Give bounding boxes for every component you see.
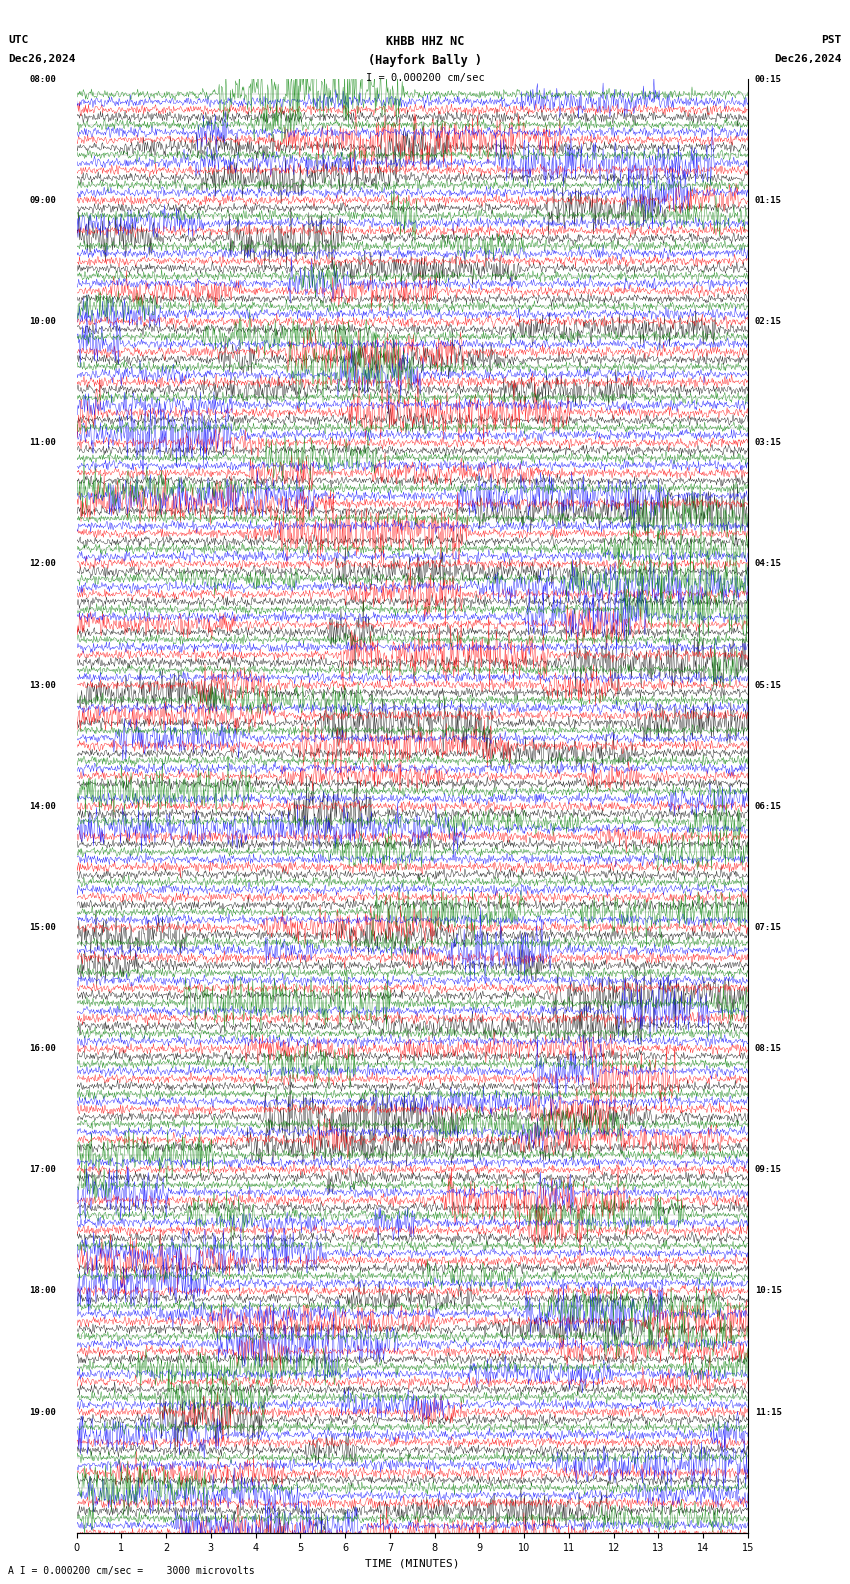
Text: 07:15: 07:15: [755, 923, 782, 931]
Text: 15:00: 15:00: [30, 923, 56, 931]
Text: 14:00: 14:00: [30, 802, 56, 811]
Text: 09:15: 09:15: [755, 1166, 782, 1174]
Text: 05:15: 05:15: [755, 681, 782, 689]
Text: 02:15: 02:15: [755, 317, 782, 326]
Text: PST: PST: [821, 35, 842, 44]
Text: 01:15: 01:15: [755, 196, 782, 204]
Text: 11:00: 11:00: [30, 439, 56, 447]
Text: 09:00: 09:00: [30, 196, 56, 204]
Text: 10:15: 10:15: [755, 1286, 782, 1296]
Text: 16:00: 16:00: [30, 1044, 56, 1053]
X-axis label: TIME (MINUTES): TIME (MINUTES): [365, 1559, 460, 1568]
Text: 00:15: 00:15: [755, 74, 782, 84]
Text: 17:00: 17:00: [30, 1166, 56, 1174]
Text: 11:15: 11:15: [755, 1408, 782, 1416]
Text: A I = 0.000200 cm/sec =    3000 microvolts: A I = 0.000200 cm/sec = 3000 microvolts: [8, 1567, 255, 1576]
Text: UTC: UTC: [8, 35, 29, 44]
Text: 06:15: 06:15: [755, 802, 782, 811]
Text: 18:00: 18:00: [30, 1286, 56, 1296]
Text: KHBB HHZ NC: KHBB HHZ NC: [386, 35, 464, 48]
Text: 03:15: 03:15: [755, 439, 782, 447]
Text: 04:15: 04:15: [755, 559, 782, 569]
Text: I = 0.000200 cm/sec: I = 0.000200 cm/sec: [366, 73, 484, 82]
Text: 13:00: 13:00: [30, 681, 56, 689]
Text: 12:00: 12:00: [30, 559, 56, 569]
Text: Dec26,2024: Dec26,2024: [8, 54, 76, 63]
Text: 10:00: 10:00: [30, 317, 56, 326]
Text: 19:00: 19:00: [30, 1408, 56, 1416]
Text: 08:15: 08:15: [755, 1044, 782, 1053]
Text: 08:00: 08:00: [30, 74, 56, 84]
Text: Dec26,2024: Dec26,2024: [774, 54, 842, 63]
Text: (Hayfork Bally ): (Hayfork Bally ): [368, 54, 482, 67]
